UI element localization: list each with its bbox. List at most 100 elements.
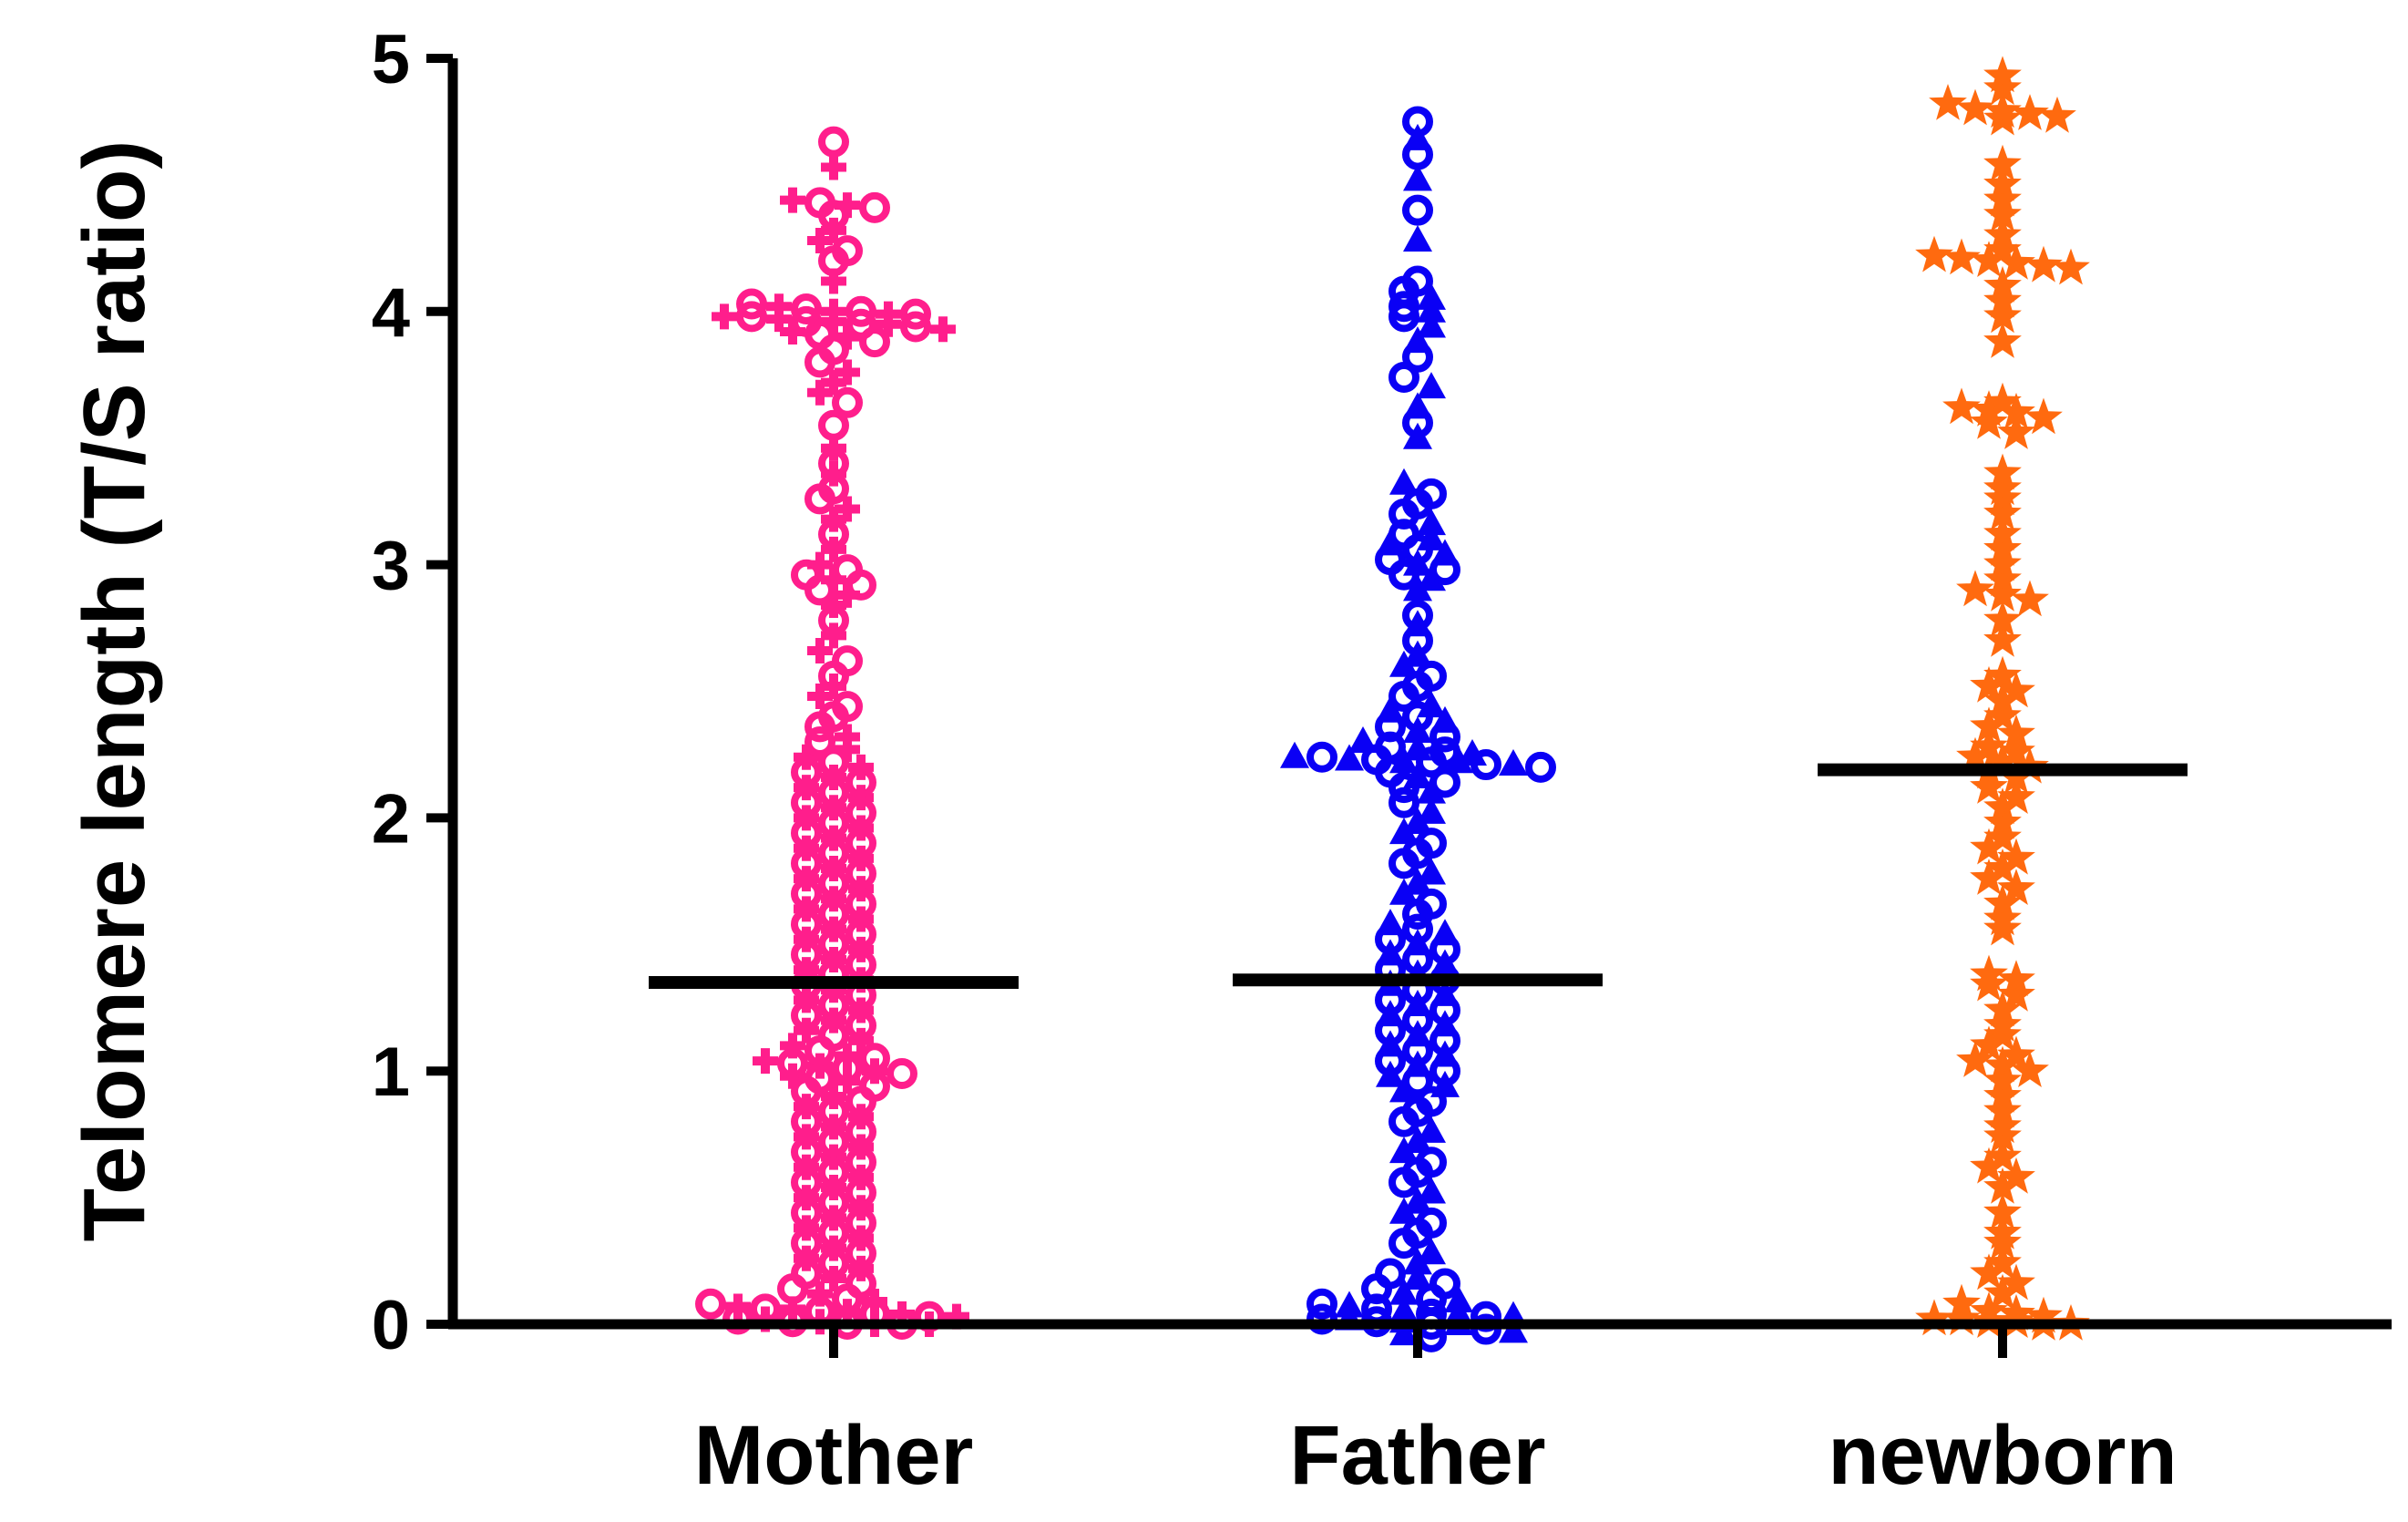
data-point-newborn <box>1983 883 2022 920</box>
data-point-newborn <box>1915 235 1953 273</box>
data-point-father <box>1417 691 1446 718</box>
data-point-newborn <box>1983 494 2022 530</box>
data-point-mother <box>818 126 849 158</box>
data-point-father <box>1417 372 1446 399</box>
data-point-father <box>1389 1075 1419 1103</box>
data-point-father <box>1348 726 1378 754</box>
data-point-newborn <box>1942 1283 1981 1321</box>
data-point-mother <box>821 154 846 180</box>
data-point-mother <box>818 409 849 441</box>
data-point-mother <box>725 1293 751 1320</box>
data-point-father <box>1417 1238 1446 1265</box>
data-point-mother <box>807 228 833 254</box>
data-point-mother <box>859 1043 890 1075</box>
data-point-father <box>1402 194 1433 226</box>
data-point-newborn <box>1997 392 2035 429</box>
data-point-newborn <box>1970 403 2008 439</box>
data-point-mother <box>900 298 931 330</box>
data-point-mother <box>900 311 931 343</box>
data-point-mother <box>712 303 737 330</box>
data-point-newborn <box>1942 238 1981 275</box>
data-point-newborn <box>1983 1167 2022 1204</box>
data-point-father <box>1417 283 1446 310</box>
data-point-newborn <box>1970 241 2008 277</box>
data-point-father <box>1403 164 1432 191</box>
data-point-newborn <box>1983 696 2022 734</box>
data-point-newborn <box>1970 828 2008 865</box>
data-point-newborn <box>1970 767 2008 804</box>
data-point-newborn <box>1915 1299 1953 1336</box>
data-point-father <box>1403 574 1432 602</box>
data-point-mother <box>821 1083 846 1109</box>
data-point-newborn <box>1997 869 2035 905</box>
data-point-newborn <box>1970 706 2008 744</box>
data-point-father <box>1388 787 1419 818</box>
data-point-father <box>1306 1303 1337 1335</box>
data-point-mother <box>832 386 863 418</box>
data-point-newborn <box>2011 1051 2049 1087</box>
data-point-father <box>1389 818 1419 845</box>
data-point-father <box>1403 734 1432 761</box>
data-point-newborn <box>1997 671 2035 708</box>
data-point-newborn <box>1983 1136 2022 1174</box>
data-point-newborn <box>1983 990 2022 1027</box>
data-point-father <box>1388 362 1419 394</box>
data-point-father <box>1389 1197 1419 1224</box>
data-point-father <box>1389 878 1419 905</box>
data-point-newborn <box>2052 248 2090 285</box>
data-point-newborn <box>1983 848 2022 885</box>
data-point-mother <box>876 301 901 327</box>
data-point-newborn <box>1997 243 2035 280</box>
data-point-newborn <box>1997 1035 2035 1073</box>
data-point-newborn <box>1983 68 2022 106</box>
data-point-newborn <box>1983 544 2022 581</box>
data-point-father <box>1417 523 1446 550</box>
data-point-mother <box>791 293 822 325</box>
data-point-newborn <box>1983 195 2022 231</box>
data-point-newborn <box>1956 570 1994 607</box>
data-point-newborn <box>1983 296 2022 334</box>
data-point-newborn <box>1983 742 2022 779</box>
data-point-newborn <box>1983 281 2022 318</box>
data-point-mother <box>835 724 860 750</box>
data-point-mother <box>804 187 835 219</box>
data-point-mother <box>791 305 822 337</box>
data-point-father <box>1389 468 1419 495</box>
data-point-father <box>1417 797 1446 824</box>
data-point-father <box>1335 1291 1364 1318</box>
data-point-newborn <box>1997 1263 2035 1301</box>
data-point-newborn <box>1970 954 2008 992</box>
data-point-father <box>1403 1248 1432 1275</box>
data-point-newborn <box>1956 88 1994 126</box>
data-point-father <box>1402 106 1433 138</box>
data-point-newborn <box>1983 574 2022 612</box>
data-point-father <box>1403 225 1432 252</box>
data-point-father <box>1403 610 1432 637</box>
data-point-newborn <box>1983 478 2022 516</box>
y-ticks: 0 1 2 3 4 5 <box>372 21 453 1364</box>
data-point-father <box>1375 1258 1406 1290</box>
data-point-newborn <box>1970 859 2008 895</box>
data-point-father <box>1470 1313 1501 1345</box>
data-point-father <box>1429 736 1460 768</box>
data-point-father <box>1402 265 1433 297</box>
data-point-newborn <box>2024 1296 2063 1333</box>
data-point-newborn <box>1929 84 1967 120</box>
data-point-father <box>1280 741 1309 768</box>
data-point-mother <box>845 295 876 327</box>
data-point-newborn <box>1983 1192 2022 1229</box>
data-point-newborn <box>1983 655 2022 693</box>
data-point-father <box>1389 650 1419 677</box>
data-point-father <box>1403 761 1432 788</box>
data-point-mother <box>807 684 833 710</box>
data-point-newborn <box>1983 91 2022 129</box>
data-point-father <box>1402 600 1433 632</box>
data-point-mother <box>886 1057 917 1089</box>
data-point-newborn <box>1983 1045 2022 1083</box>
data-point-father <box>1525 751 1556 783</box>
data-point-father <box>1403 868 1432 895</box>
data-point-newborn <box>1983 529 2022 566</box>
data-point-father <box>1376 529 1405 556</box>
data-point-father <box>1389 1136 1419 1164</box>
data-point-mother <box>736 301 767 333</box>
